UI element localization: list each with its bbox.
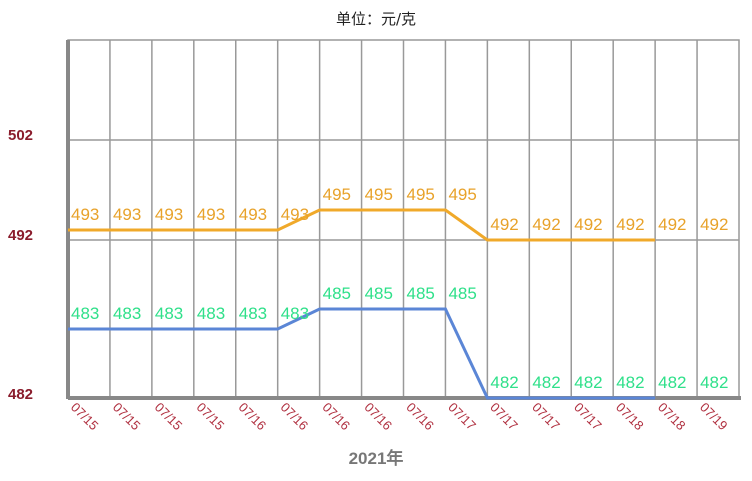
data-label: 493 xyxy=(239,205,267,224)
x-tick-label: 07/17 xyxy=(487,400,521,434)
data-label: 492 xyxy=(490,215,518,234)
x-tick-label: 07/18 xyxy=(655,400,689,434)
data-label: 483 xyxy=(239,304,267,323)
x-tick-label: 07/15 xyxy=(110,400,144,434)
x-tick-label: 07/15 xyxy=(152,400,186,434)
y-tick-482: 482 xyxy=(8,386,34,403)
data-label: 483 xyxy=(281,304,309,323)
data-label: 483 xyxy=(113,304,141,323)
data-label: 493 xyxy=(281,205,309,224)
data-label: 493 xyxy=(155,205,183,224)
x-tick-label: 07/15 xyxy=(194,400,228,434)
data-label: 483 xyxy=(197,304,225,323)
data-label: 493 xyxy=(71,205,99,224)
x-tick-label: 07/16 xyxy=(278,400,312,434)
x-axis-label: 2021年 xyxy=(348,449,404,468)
data-label: 482 xyxy=(532,373,560,392)
data-label: 495 xyxy=(407,185,435,204)
data-label: 485 xyxy=(323,284,351,303)
data-label: 482 xyxy=(658,373,686,392)
data-label: 492 xyxy=(616,215,644,234)
data-label: 482 xyxy=(700,373,728,392)
data-label: 492 xyxy=(658,215,686,234)
data-label: 485 xyxy=(448,284,476,303)
y-tick-502: 502 xyxy=(8,127,34,144)
x-tick-label: 07/15 xyxy=(68,400,102,434)
data-label: 493 xyxy=(197,205,225,224)
data-label: 492 xyxy=(532,215,560,234)
data-label: 492 xyxy=(700,215,728,234)
series-line-lower xyxy=(68,307,656,400)
data-label: 495 xyxy=(323,185,351,204)
x-tick-label: 07/17 xyxy=(529,400,563,434)
data-label: 483 xyxy=(155,304,183,323)
x-tick-label: 07/18 xyxy=(613,400,647,434)
x-tick-label: 07/16 xyxy=(236,400,270,434)
data-label: 492 xyxy=(574,215,602,234)
data-label: 495 xyxy=(448,185,476,204)
x-tick-label: 07/17 xyxy=(571,400,605,434)
chart-title: 单位：元/克 xyxy=(335,10,417,28)
data-label: 493 xyxy=(113,205,141,224)
data-label: 483 xyxy=(71,304,99,323)
x-tick-label: 07/17 xyxy=(445,400,479,434)
x-tick-label: 07/16 xyxy=(320,400,354,434)
x-tick-label: 07/16 xyxy=(403,400,437,434)
data-label: 485 xyxy=(407,284,435,303)
data-label: 482 xyxy=(616,373,644,392)
data-label: 482 xyxy=(490,373,518,392)
data-label: 485 xyxy=(365,284,393,303)
series-line-upper xyxy=(68,208,656,242)
data-label: 495 xyxy=(365,185,393,204)
x-tick-label: 07/16 xyxy=(361,400,395,434)
data-label: 482 xyxy=(574,373,602,392)
x-tick-label: 07/19 xyxy=(697,400,731,434)
y-tick-492: 492 xyxy=(8,227,34,244)
